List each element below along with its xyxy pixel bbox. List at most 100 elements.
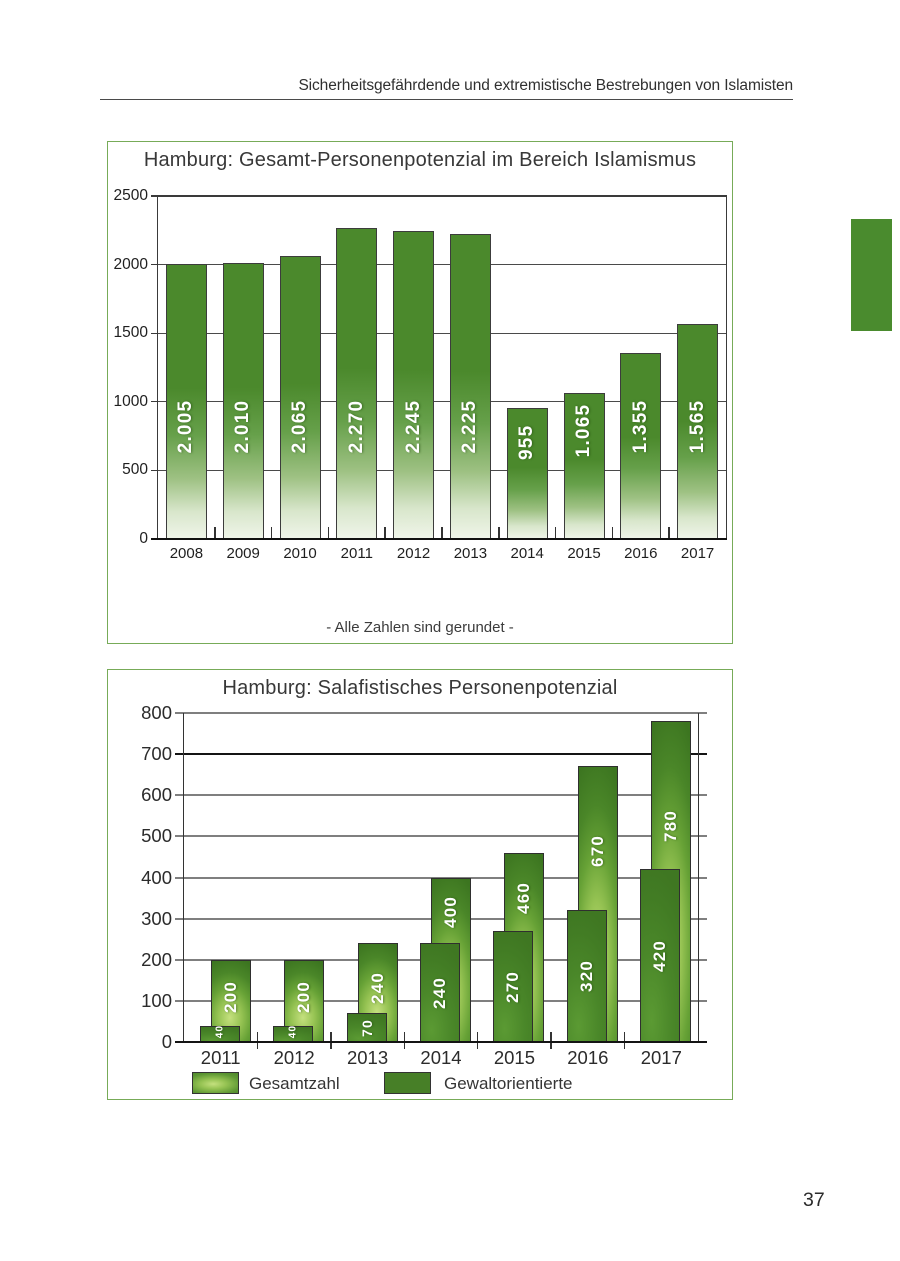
x-axis-label: 2012	[273, 1047, 315, 1068]
x-axis-label: 2013	[453, 545, 488, 562]
x-axis-label: 2015	[567, 545, 601, 562]
y-axis-label: 100	[141, 989, 172, 1011]
x-axis-label: 2010	[283, 545, 317, 562]
x-axis-label: 2013	[346, 1047, 389, 1068]
plot-border-right	[725, 195, 727, 539]
x-axis-tick	[384, 527, 386, 539]
bar-value-label: 70	[358, 1018, 375, 1037]
bar-value-label: 2.065	[289, 400, 310, 454]
bar-value-label: 2.245	[402, 400, 424, 454]
gridline	[158, 469, 726, 471]
x-axis-label: 2014	[510, 545, 544, 562]
bar-gewaltorientierte-2016: 320	[566, 910, 607, 1042]
bar-value-label: 670	[587, 834, 607, 867]
y-axis-label: 800	[141, 702, 172, 723]
bar-2014: 955	[506, 407, 548, 539]
bar-value-label: 40	[214, 1025, 226, 1039]
bar-2017: 1.565	[677, 324, 719, 539]
legend-swatch-gewaltorientierte	[384, 1072, 431, 1094]
x-axis-tick	[256, 1032, 259, 1049]
y-axis-label: 2000	[113, 255, 148, 273]
x-axis-tick	[623, 1032, 626, 1049]
y-axis-tick	[151, 469, 158, 471]
x-axis-line	[175, 1040, 707, 1044]
bar-gewaltorientierte-2013: 70	[346, 1013, 387, 1042]
bar-2015: 1.065	[563, 392, 605, 539]
bar-2011: 2.270	[336, 227, 378, 539]
bar-value-label: 400	[441, 895, 460, 928]
y-axis-tick	[151, 332, 158, 334]
bar-2012: 2.245	[393, 231, 435, 539]
bar-value-label: 40	[287, 1025, 299, 1039]
y-axis-label: 200	[141, 948, 172, 970]
y-axis-label: 0	[161, 1031, 172, 1052]
plot-border-top	[158, 195, 726, 197]
plot-border-left	[182, 713, 185, 1042]
x-axis-label: 2009	[226, 545, 260, 562]
bar-gewaltorientierte-2015: 270	[493, 930, 534, 1042]
plot-border-right	[697, 713, 700, 1042]
x-axis-label: 2016	[567, 1047, 609, 1068]
legend-swatch-gesamtzahl	[192, 1072, 239, 1094]
running-header: Sicherheitsgefährdende und extremistisch…	[298, 77, 793, 94]
bar-value-label: 2.005	[175, 400, 197, 454]
gridline	[158, 332, 726, 334]
x-axis-label: 2017	[680, 545, 715, 562]
y-axis-label: 500	[122, 461, 148, 479]
bar-value-label: 270	[503, 970, 523, 1003]
header-rule	[100, 99, 793, 100]
bar-2013: 2.225	[449, 233, 491, 539]
chart-islamismus-gesamt: Hamburg: Gesamt-Personenpotenzial im Ber…	[107, 141, 733, 644]
chart-title: Hamburg: Gesamt-Personenpotenzial im Ber…	[143, 149, 697, 171]
bar-value-label: 1.355	[629, 400, 651, 454]
bar-2010: 2.065	[279, 255, 321, 539]
plot-area: 0 500 1000 1500 2000 2500 2.005 2008 2.010 2009 2.…	[114, 187, 727, 562]
plot-area: 0 100 200 300 400 500 600 700 800 200 2011 200 2012 2…	[141, 702, 707, 1068]
x-axis-tick	[270, 527, 273, 539]
bar-value-label: 240	[430, 976, 449, 1009]
legend-label-gewaltorientierte: Gewaltorientierte	[444, 1074, 573, 1093]
bar-gewaltorientierte-2017: 420	[640, 869, 681, 1042]
bar-value-label: 460	[514, 881, 534, 914]
x-axis-label: 2017	[640, 1047, 682, 1068]
bar-value-label: 2.010	[232, 400, 254, 454]
x-axis-label: 2011	[340, 545, 373, 562]
bar-2008: 2.005	[165, 263, 207, 539]
plot-border-left	[156, 195, 159, 539]
gridline	[175, 794, 707, 797]
chart-title: Hamburg: Salafistisches Personenpotenzia…	[222, 677, 618, 699]
x-axis-tick	[441, 527, 443, 539]
y-axis-label: 1000	[113, 392, 148, 410]
bar-value-label: 2.270	[345, 400, 367, 454]
x-axis-tick	[498, 527, 500, 539]
x-axis-tick	[554, 527, 557, 539]
y-axis-label: 1500	[113, 324, 148, 342]
x-axis-tick	[668, 527, 670, 539]
gridline	[175, 835, 707, 838]
bar-value-label: 2.225	[459, 400, 481, 454]
bar-2016: 1.355	[620, 353, 662, 539]
bar-value-label: 780	[661, 809, 681, 842]
gridline	[158, 401, 726, 403]
bar-2009: 2.010	[222, 263, 264, 539]
y-axis-tick	[151, 401, 158, 403]
x-axis-tick	[476, 1032, 479, 1049]
x-axis-label: 2011	[200, 1047, 241, 1068]
y-axis-label: 500	[141, 825, 172, 847]
x-axis-tick	[403, 1032, 406, 1049]
x-axis-label: 2008	[169, 545, 204, 562]
y-axis-label: 0	[139, 530, 148, 547]
legend-label-gesamtzahl: Gesamtzahl	[249, 1074, 340, 1093]
y-axis-label: 300	[141, 907, 172, 929]
x-axis-line	[151, 537, 727, 541]
bar-value-label: 200	[294, 980, 314, 1013]
chart-footnote: - Alle Zahlen sind gerundet -	[326, 619, 514, 636]
x-axis-label: 2016	[624, 545, 658, 562]
chart-salafismus: Hamburg: Salafistisches Personenpotenzia…	[107, 669, 733, 1100]
bar-value-label: 955	[516, 424, 538, 460]
x-axis-tick	[327, 527, 330, 539]
y-axis-tick	[151, 264, 158, 266]
bar-gewaltorientierte-2012: 40	[273, 1025, 314, 1042]
bar-value-label: 420	[650, 939, 670, 972]
y-axis-label: 700	[141, 743, 172, 765]
